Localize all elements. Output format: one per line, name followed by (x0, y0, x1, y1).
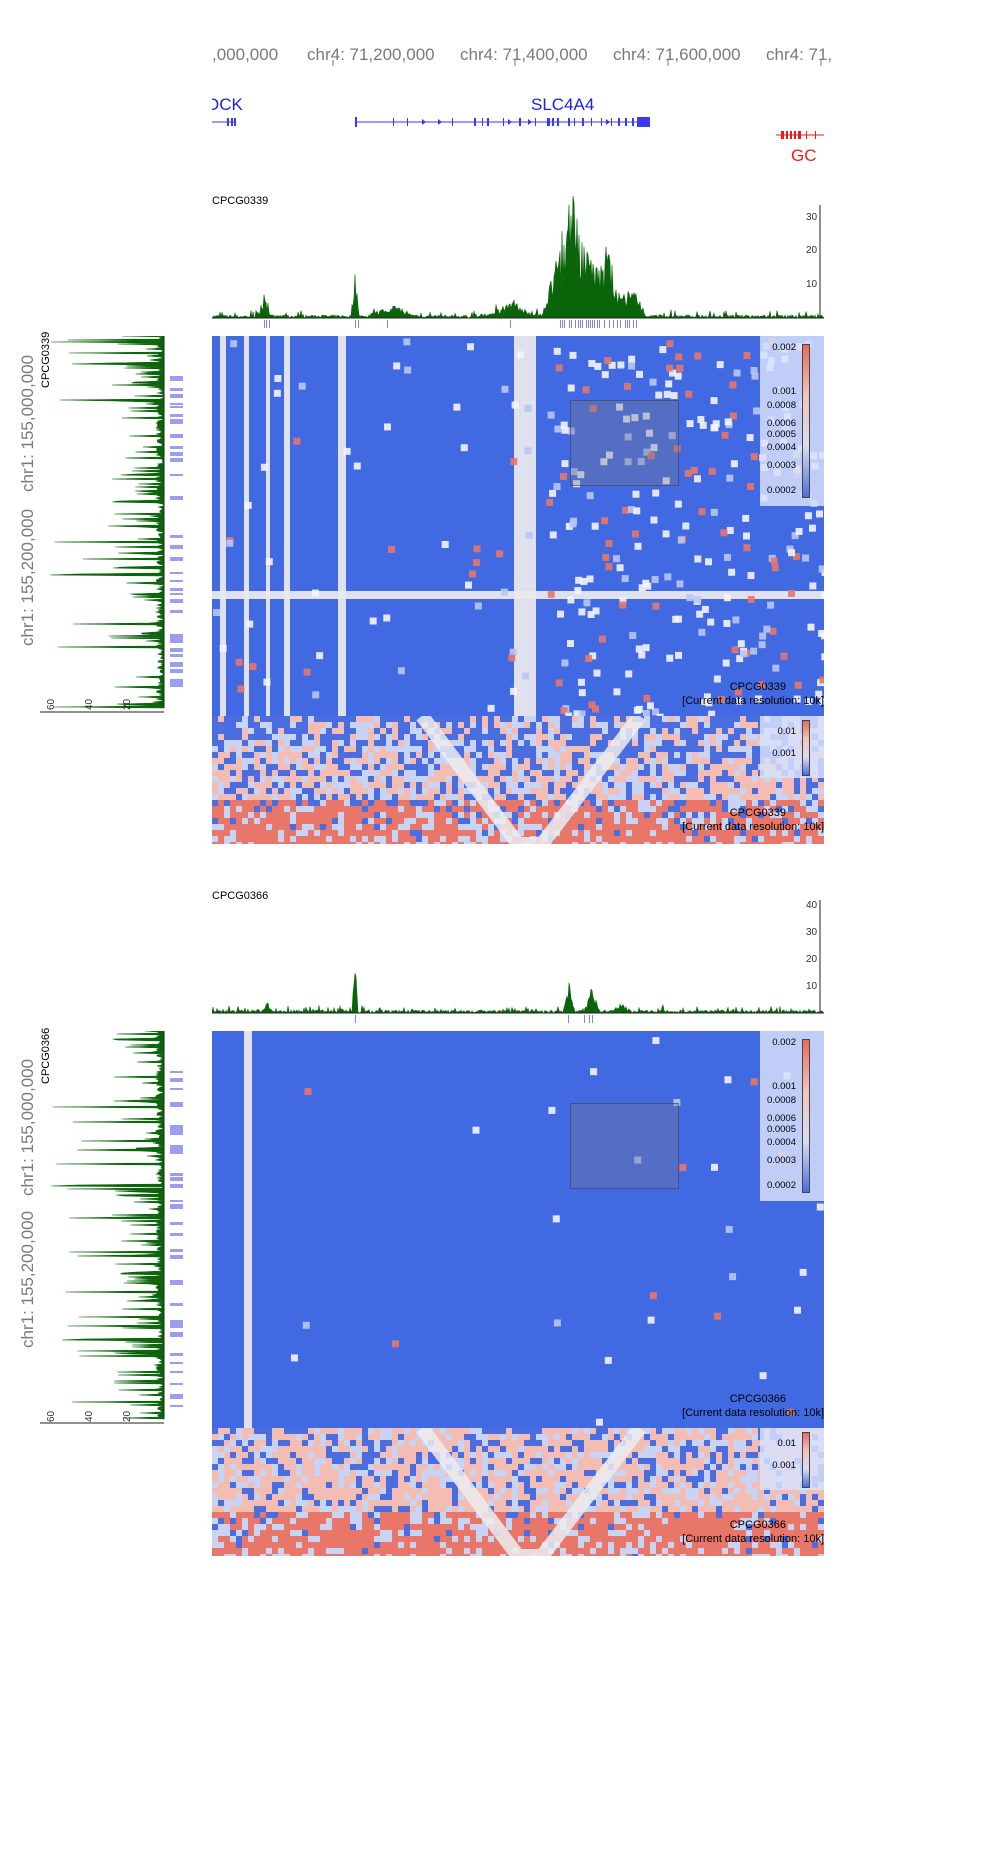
signal-tick: 10 (806, 981, 818, 992)
legend-tick: 0.0002 (766, 1180, 796, 1191)
gene-models[interactable] (212, 112, 824, 142)
legend-tick: 0.0004 (766, 442, 796, 453)
heatmap-colorbar-legend: 0.002 0.001 0.0008 0.0006 0.0005 0.0004 … (760, 336, 824, 506)
triangle-caption: CPCG0339 [Current data resolution: 10k] (682, 806, 824, 834)
peak-track-horizontal (264, 320, 637, 328)
colorbar (802, 720, 810, 776)
signal-tick: 30 (806, 212, 818, 223)
signal-track[interactable] (212, 190, 824, 320)
vertical-tick: 40 (84, 1410, 95, 1422)
vertical-tick: 60 (46, 1410, 57, 1422)
triangle-colorbar-legend: 0.01 0.001 (760, 1428, 824, 1490)
legend-tick: 0.0005 (766, 1124, 796, 1135)
caption-sample: CPCG0366 (729, 1393, 786, 1405)
left-axis-label: chr1: 155,000,000 (18, 354, 37, 492)
axis-label-2: chr4: 71,200,000 (307, 45, 435, 64)
legend-tick: 0.002 (772, 342, 796, 353)
legend-tick: 0.0003 (766, 1155, 796, 1166)
caption-resolution: [Current data resolution: 10k] (682, 695, 824, 707)
legend-tick: 0.01 (777, 1438, 797, 1449)
left-axis-label: chr1: 155,000,000 (18, 1058, 37, 1196)
vertical-signal-track[interactable] (38, 1031, 166, 1427)
left-axis-label: chr1: 155,200,000 (18, 508, 37, 646)
legend-tick: 0.002 (772, 1037, 796, 1048)
legend-tick: 0.0005 (766, 429, 796, 440)
left-axis-label: chr1: 155,200,000 (18, 1210, 37, 1348)
peak-track-horizontal (355, 1015, 593, 1023)
legend-tick: 0.0002 (766, 485, 796, 496)
legend-tick: 0.001 (772, 1460, 796, 1471)
gene-label-gc[interactable]: GC (791, 146, 817, 165)
caption-sample: CPCG0339 (729, 681, 786, 693)
axis-ticks (332, 60, 822, 66)
axis-label-4: chr4: 71,600,000 (613, 45, 741, 64)
signal-tick: 20 (806, 954, 818, 965)
selection-rectangle[interactable] (570, 1103, 679, 1189)
colorbar (802, 344, 810, 498)
selection-rectangle[interactable] (570, 400, 679, 486)
signal-track-title: CPCG0339 (212, 195, 269, 207)
colorbar (802, 1039, 810, 1193)
signal-tick: 20 (806, 245, 818, 256)
caption-sample: CPCG0366 (729, 1519, 786, 1531)
triangle-heatmap[interactable] (212, 716, 824, 844)
signal-tick: 30 (806, 927, 818, 938)
colorbar (802, 1432, 810, 1488)
triangle-colorbar-legend: 0.01 0.001 (760, 716, 824, 778)
vertical-signal-track[interactable] (38, 336, 166, 716)
legend-tick: 0.0006 (766, 418, 796, 429)
signal-track-title: CPCG0366 (212, 890, 269, 902)
axis-label-5: chr4: 71, (766, 45, 833, 64)
legend-tick: 0.0003 (766, 460, 796, 471)
legend-tick: 0.001 (772, 386, 796, 397)
axis-label-3: chr4: 71,400,000 (460, 45, 588, 64)
caption-resolution: [Current data resolution: 10k] (682, 1407, 824, 1419)
legend-tick: 0.01 (777, 726, 797, 737)
caption-resolution: [Current data resolution: 10k] (682, 821, 824, 833)
heatmap-colorbar-legend: 0.002 0.001 0.0008 0.0006 0.0005 0.0004 … (760, 1031, 824, 1201)
contact-heatmap[interactable] (212, 1031, 824, 1428)
axis-label-1: ,000,000 (212, 45, 279, 64)
signal-track[interactable] (212, 885, 824, 1015)
vertical-tick: 20 (122, 698, 133, 710)
heatmap-caption: CPCG0366 [Current data resolution: 10k] (682, 1392, 824, 1420)
contact-heatmap[interactable] (212, 336, 824, 716)
heatmap-caption: CPCG0339 [Current data resolution: 10k] (682, 680, 824, 708)
caption-resolution: [Current data resolution: 10k] (682, 1533, 824, 1545)
caption-sample: CPCG0339 (729, 807, 786, 819)
signal-tick: 40 (806, 900, 818, 911)
legend-tick: 0.001 (772, 1081, 796, 1092)
vertical-tick: 40 (84, 698, 95, 710)
legend-tick: 0.0008 (766, 400, 796, 411)
legend-tick: 0.0004 (766, 1137, 796, 1148)
triangle-caption: CPCG0366 [Current data resolution: 10k] (682, 1518, 824, 1546)
legend-tick: 0.001 (772, 748, 796, 759)
vertical-tick: 60 (46, 698, 57, 710)
legend-tick: 0.0006 (766, 1113, 796, 1124)
signal-tick: 10 (806, 279, 818, 290)
legend-tick: 0.0008 (766, 1095, 796, 1106)
gene-label-ock[interactable]: OCK (212, 95, 243, 114)
gene-label-slc4a4[interactable]: SLC4A4 (531, 95, 595, 114)
peak-track-vertical (170, 376, 183, 687)
vertical-tick: 20 (122, 1410, 133, 1422)
peak-track-vertical (170, 1071, 183, 1407)
